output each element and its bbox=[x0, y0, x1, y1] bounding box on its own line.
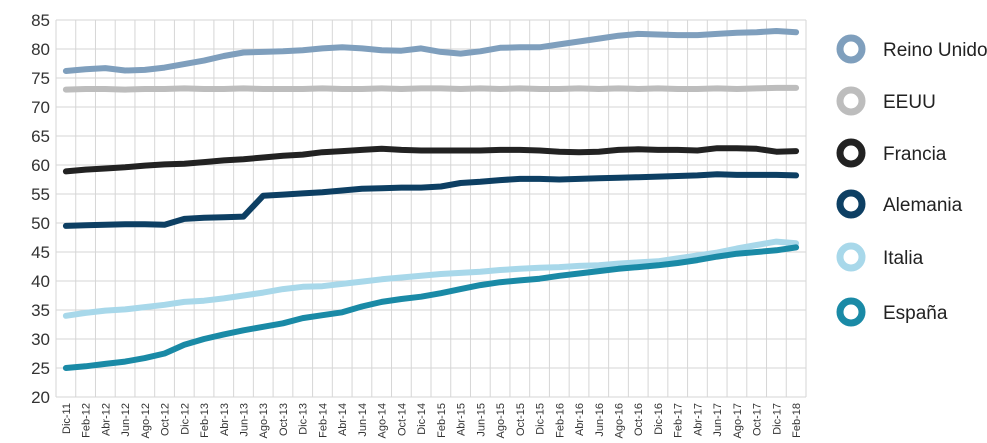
x-tick-label: Oct-15 bbox=[515, 403, 527, 436]
y-tick-label: 35 bbox=[31, 301, 50, 320]
series-line-alemania bbox=[62, 171, 800, 229]
legend-marker-italia bbox=[836, 242, 866, 272]
y-tick-label: 80 bbox=[31, 40, 50, 59]
x-tick-label: Ago-15 bbox=[495, 403, 507, 438]
x-tick-label: Abr-15 bbox=[456, 403, 468, 436]
legend-label-eeuu: EEUU bbox=[883, 92, 936, 113]
y-tick-label: 50 bbox=[31, 214, 50, 233]
y-tick-label: 60 bbox=[31, 156, 50, 175]
legend-label-italia: Italia bbox=[883, 248, 924, 269]
legend-label-alemania: Alemania bbox=[883, 195, 963, 216]
legend-marker-espa-a bbox=[836, 297, 866, 327]
series-line-eeuu bbox=[62, 84, 800, 93]
x-tick-label: Dic-16 bbox=[653, 403, 665, 435]
x-tick-label: Abr-13 bbox=[219, 403, 231, 436]
legend-marker-eeuu bbox=[836, 86, 866, 116]
y-tick-label: 20 bbox=[31, 388, 50, 407]
x-tick-label: Oct-13 bbox=[278, 403, 290, 436]
series-line-reino-unido bbox=[62, 28, 800, 74]
x-tick-label: Dic-11 bbox=[61, 403, 73, 434]
x-tick-label: Dic-15 bbox=[535, 403, 547, 435]
x-tick-label: Dic-13 bbox=[298, 403, 310, 435]
series-line-francia bbox=[62, 145, 800, 175]
x-tick-label: Abr-12 bbox=[100, 403, 112, 436]
x-axis: Dic-11 Feb-12 Abr-12 Jun-12 Ago-12 Oct-12 Dic-… bbox=[61, 403, 803, 438]
grid-lines bbox=[55, 19, 807, 398]
y-tick-label: 65 bbox=[31, 127, 50, 146]
x-tick-label: Jun-14 bbox=[357, 403, 369, 437]
series-lines bbox=[62, 28, 800, 371]
legend: Reino Unido EEUU Francia Alemania Italia Espa… bbox=[836, 34, 987, 327]
y-tick-label: 85 bbox=[31, 11, 50, 30]
x-tick-label: Feb-18 bbox=[791, 403, 803, 438]
x-tick-label: Feb-13 bbox=[199, 403, 211, 438]
legend-label-francia: Francia bbox=[883, 144, 947, 165]
x-tick-label: Ago-17 bbox=[732, 403, 744, 438]
y-tick-label: 25 bbox=[31, 359, 50, 378]
legend-label-reino-unido: Reino Unido bbox=[883, 40, 987, 61]
x-tick-label: Jun-13 bbox=[239, 403, 251, 437]
legend-marker-alemania bbox=[836, 189, 866, 219]
x-tick-label: Abr-17 bbox=[692, 403, 704, 436]
x-tick-label: Jun-16 bbox=[594, 403, 606, 437]
x-tick-label: Jun-17 bbox=[712, 403, 724, 437]
x-tick-label: Feb-14 bbox=[317, 403, 329, 438]
x-tick-label: Abr-14 bbox=[337, 403, 349, 436]
y-tick-label: 55 bbox=[31, 185, 50, 204]
x-tick-label: Ago-14 bbox=[377, 403, 389, 438]
y-tick-label: 70 bbox=[31, 98, 50, 117]
legend-marker-francia bbox=[836, 138, 866, 168]
x-tick-label: Oct-14 bbox=[396, 403, 408, 436]
x-tick-label: Oct-17 bbox=[752, 403, 764, 436]
x-tick-label: Oct-12 bbox=[160, 403, 172, 436]
x-tick-label: Jun-15 bbox=[475, 403, 487, 437]
legend-label-espa-a: España bbox=[883, 303, 948, 324]
x-tick-label: Ago-16 bbox=[614, 403, 626, 438]
legend-marker-reino-unido bbox=[836, 34, 866, 64]
x-tick-label: Dic-14 bbox=[416, 403, 428, 435]
x-tick-label: Dic-17 bbox=[771, 403, 783, 435]
y-tick-label: 75 bbox=[31, 69, 50, 88]
x-tick-label: Abr-16 bbox=[574, 403, 586, 436]
series-line-italia bbox=[62, 238, 800, 319]
x-tick-label: Ago-12 bbox=[140, 403, 152, 438]
x-tick-label: Feb-17 bbox=[673, 403, 685, 438]
x-tick-label: Feb-15 bbox=[436, 403, 448, 438]
y-axis: 20 25 30 35 40 45 50 55 60 65 70 75 80 85 bbox=[31, 11, 50, 407]
x-tick-label: Oct-16 bbox=[633, 403, 645, 436]
x-tick-label: Jun-12 bbox=[120, 403, 132, 437]
y-tick-label: 40 bbox=[31, 272, 50, 291]
y-tick-label: 45 bbox=[31, 243, 50, 262]
x-tick-label: Feb-12 bbox=[81, 403, 93, 438]
x-tick-label: Feb-16 bbox=[554, 403, 566, 438]
x-tick-label: Dic-12 bbox=[179, 403, 191, 435]
series-line-espa-a bbox=[62, 244, 800, 371]
y-tick-label: 30 bbox=[31, 330, 50, 349]
x-tick-label: Ago-13 bbox=[258, 403, 270, 438]
